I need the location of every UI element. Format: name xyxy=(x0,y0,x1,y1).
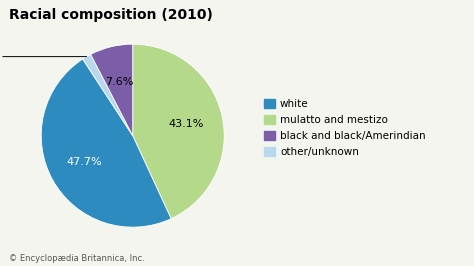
Text: 43.1%: 43.1% xyxy=(169,119,204,129)
Wedge shape xyxy=(91,44,133,136)
Text: Racial composition (2010): Racial composition (2010) xyxy=(9,8,213,22)
Wedge shape xyxy=(83,54,133,136)
Text: 1.6%: 1.6% xyxy=(0,52,87,62)
Text: 47.7%: 47.7% xyxy=(67,157,102,167)
Legend: white, mulatto and mestizo, black and black/Amerindian, other/unknown: white, mulatto and mestizo, black and bl… xyxy=(261,95,428,160)
Wedge shape xyxy=(41,59,171,227)
Text: 7.6%: 7.6% xyxy=(106,77,134,87)
Text: © Encyclopædia Britannica, Inc.: © Encyclopædia Britannica, Inc. xyxy=(9,254,145,263)
Wedge shape xyxy=(133,44,224,219)
